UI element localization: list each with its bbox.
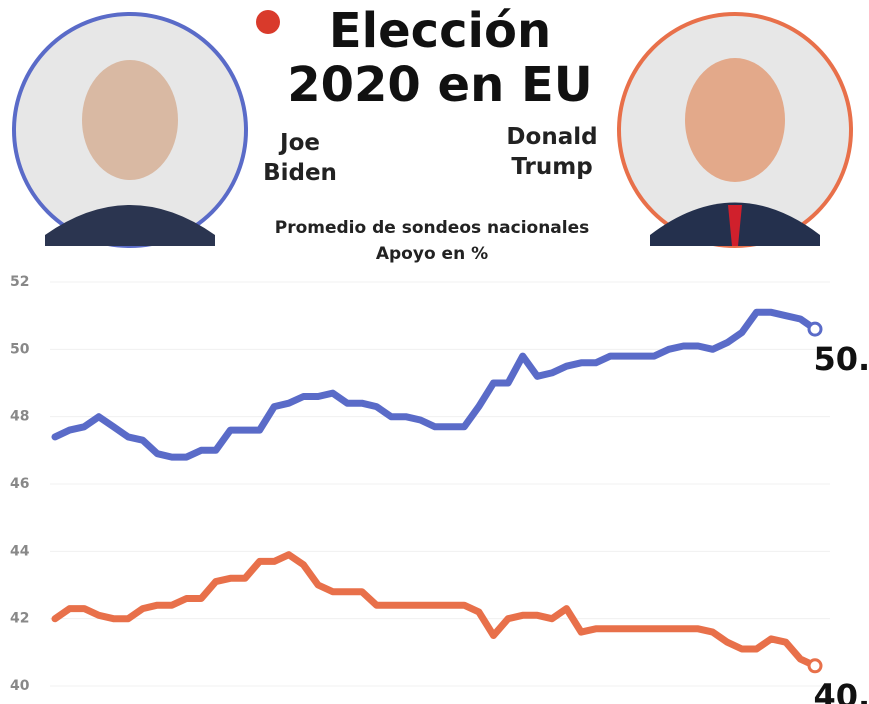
value-label: 40.6 [814,677,869,704]
chart-title: Elección 2020 en EU [287,3,593,113]
y-tick-label: 52 [10,274,29,290]
logo [256,10,280,34]
end-point [807,658,823,674]
y-tick-label: 44 [10,543,30,559]
value-label: 50.6 [814,340,869,378]
y-axis-label: Apoyo en % [375,244,489,264]
biden-face [82,60,178,180]
legend-entry: Joe Biden [263,130,337,186]
trump-tie [728,205,742,246]
line [51,551,819,670]
y-tick-label: 46 [10,476,29,492]
y-tick-label: 50 [10,341,30,357]
line [51,308,819,461]
end-point [807,321,823,337]
biden-suit [45,205,215,246]
y-tick-label: 40 [10,678,30,694]
y-tick-label: 42 [10,611,29,627]
trump-face [685,58,785,182]
legend-entry: Donald Trump [506,124,598,180]
chart-subtitle: Promedio de sondeos nacionales [274,218,590,238]
y-tick-label: 48 [10,409,29,425]
